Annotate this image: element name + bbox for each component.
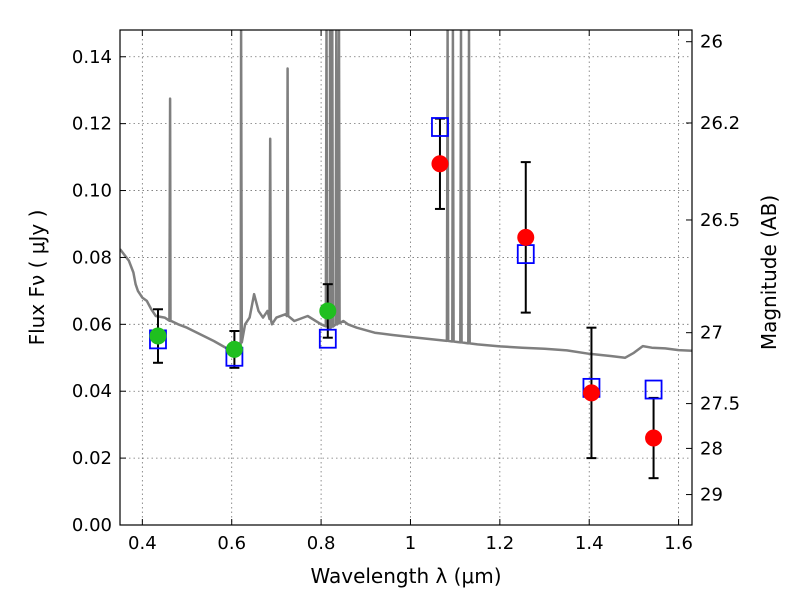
right-tick-label: 26.5 [700,210,740,231]
x-tick-label: 1.4 [575,533,604,554]
red-data-point [645,429,663,447]
y-tick-label: 0.06 [72,314,112,335]
right-tick-label: 26 [700,32,723,53]
right-tick-label: 26.2 [700,113,740,134]
y-tick-label: 0.08 [72,247,112,268]
x-tick-label: 1 [405,533,416,554]
right-tick-label: 28 [700,438,723,459]
grid [120,30,692,526]
green-data-point [319,302,337,320]
y-tick-label: 0.10 [72,181,112,202]
red-data-point [517,228,535,246]
axis-labels: 0.4 0.6 0.8 1 1.2 1.4 1.6 0.00 0.02 0.04 0.06 0.08 0… [25,32,781,588]
y-tick-label: 0.14 [72,47,112,68]
model-flux-square [318,328,337,349]
y-tick-label: 0.02 [72,448,112,469]
model-flux-square [644,379,663,400]
x-tick-label: 1.2 [486,533,515,554]
y-tick-label: 0.12 [72,114,112,135]
right-tick-label: 27 [700,323,723,344]
y-tick-label: 0.00 [72,515,112,536]
right-axis-label: Magnitude (AB) [757,195,781,350]
x-tick-label: 0.8 [307,533,336,554]
x-tick-label: 0.6 [217,533,246,554]
green-data-point [225,340,243,358]
axes [119,29,693,526]
red-data-point [431,155,449,173]
right-tick-label: 27.5 [700,394,740,415]
plot-frame [119,29,693,526]
x-tick-label: 0.4 [128,533,157,554]
model-flux-square [431,117,449,137]
error-bars [152,117,659,480]
right-tick-label: 29 [700,485,723,506]
red-data-point [582,384,600,402]
spectrum-line [120,30,692,360]
green-data-point [149,327,167,345]
model-spectrum [120,30,692,360]
x-tick-label: 1.6 [664,533,693,554]
y-tick-label: 0.04 [72,381,112,402]
data-markers [149,117,663,447]
x-axis-label: Wavelength λ (μm) [310,564,501,588]
y-axis-label: Flux Fν ( μJy ) [25,210,49,346]
